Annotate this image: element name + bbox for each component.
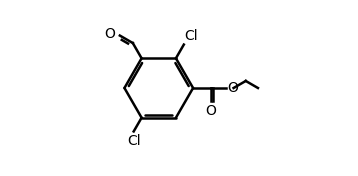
Text: Cl: Cl — [185, 29, 198, 43]
Text: O: O — [105, 27, 115, 41]
Text: Cl: Cl — [127, 134, 140, 148]
Text: O: O — [205, 104, 216, 118]
Text: O: O — [227, 81, 238, 95]
